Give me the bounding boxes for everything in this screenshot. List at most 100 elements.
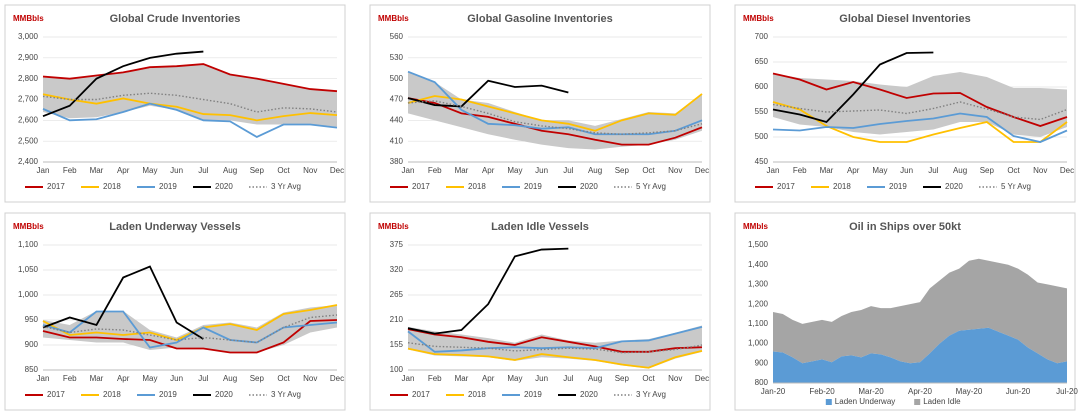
y-tick-label: 1,200: [748, 299, 769, 308]
series-line: [42, 310, 338, 349]
legend-label: 2019: [159, 390, 177, 399]
legend-label: 2018: [103, 390, 121, 399]
legend-label: 2017: [412, 182, 430, 191]
legend-label: 2019: [159, 182, 177, 191]
x-tick-label: Apr: [117, 374, 130, 383]
x-tick-label: Feb: [793, 166, 807, 175]
x-tick-label: May: [872, 166, 887, 175]
y-tick-label: 1,050: [18, 265, 39, 274]
x-tick-label: Apr: [847, 166, 860, 175]
x-tick-label: Mar-20: [858, 387, 884, 396]
unit-label: MMBbls: [378, 14, 409, 23]
y-tick-label: 1,000: [18, 290, 39, 299]
y-tick-label: 1,500: [748, 240, 769, 249]
x-tick-label: Apr: [482, 166, 495, 175]
legend-label: 2018: [468, 182, 486, 191]
x-tick-label: Oct: [277, 166, 290, 175]
x-tick-label: Aug: [953, 166, 967, 175]
series-line: [42, 102, 338, 139]
unit-label: MMBbls: [13, 222, 44, 231]
x-tick-label: Mar: [90, 166, 104, 175]
y-tick-label: 2,500: [18, 136, 39, 145]
unit-label: MMBbls: [378, 222, 409, 231]
x-tick-label: Aug: [588, 166, 602, 175]
x-tick-label: Dec: [330, 374, 344, 383]
x-tick-label: Dec: [1060, 166, 1074, 175]
series-line: [42, 314, 338, 344]
legend-label: 2019: [889, 182, 907, 191]
legend-swatch: [914, 399, 921, 405]
series-line: [42, 93, 338, 122]
x-tick-label: Jan: [402, 166, 415, 175]
series-line: [42, 92, 338, 113]
panel: [369, 212, 711, 411]
x-tick-label: May: [142, 374, 157, 383]
y-tick-label: 2,600: [18, 115, 39, 124]
legend-label: Laden Underway: [835, 397, 895, 406]
unit-label: MMBbls: [743, 14, 774, 23]
series-line: [407, 97, 703, 146]
x-tick-label: Jun: [535, 166, 548, 175]
x-tick-label: Nov: [1033, 166, 1047, 175]
chart-title: Laden Idle Vessels: [491, 221, 589, 233]
x-tick-label: Aug: [588, 374, 602, 383]
y-tick-label: 900: [25, 340, 39, 349]
y-tick-label: 470: [390, 95, 404, 104]
y-tick-label: 550: [755, 107, 769, 116]
x-tick-label: Jan: [37, 374, 50, 383]
x-tick-label: Jul: [563, 374, 573, 383]
legend-label: 2020: [945, 182, 963, 191]
x-tick-label: Apr: [117, 166, 130, 175]
chart-title: Global Diesel Inventories: [839, 13, 970, 25]
legend-label: 2019: [524, 390, 542, 399]
x-tick-label: Apr: [482, 374, 495, 383]
unit-label: MMbls: [743, 222, 768, 231]
legend-label: 2017: [47, 182, 65, 191]
x-tick-label: Jun: [535, 374, 548, 383]
chart-title: Laden Underway Vessels: [109, 221, 240, 233]
y-tick-label: 380: [390, 157, 404, 166]
legend-label: 2018: [833, 182, 851, 191]
series-line: [42, 319, 338, 354]
legend-label: 2019: [524, 182, 542, 191]
x-tick-label: Jun: [170, 374, 183, 383]
x-tick-label: Mar: [820, 166, 834, 175]
x-tick-label: Sep: [250, 166, 265, 175]
x-tick-label: Feb: [63, 374, 77, 383]
x-tick-label: Jan-20: [761, 387, 786, 396]
series-line: [407, 325, 703, 353]
series-line: [42, 50, 204, 118]
series-line: [42, 265, 204, 340]
x-tick-label: May: [507, 166, 522, 175]
y-tick-label: 450: [755, 157, 769, 166]
legend-label: 3 Yr Avg: [636, 390, 666, 399]
y-tick-label: 2,400: [18, 157, 39, 166]
y-tick-label: 650: [755, 57, 769, 66]
y-tick-label: 100: [390, 365, 404, 374]
y-tick-label: 1,400: [748, 260, 769, 269]
x-tick-label: Sep: [615, 374, 630, 383]
y-tick-label: 1,000: [748, 339, 769, 348]
legend-label: 2017: [412, 390, 430, 399]
legend-swatch: [825, 399, 832, 405]
series-line: [407, 79, 569, 108]
x-tick-label: Dec: [695, 166, 709, 175]
x-tick-label: Aug: [223, 166, 237, 175]
x-tick-label: Mar: [90, 374, 104, 383]
x-tick-label: Feb: [63, 166, 77, 175]
y-tick-label: 700: [755, 32, 769, 41]
x-tick-label: Jun: [900, 166, 913, 175]
y-tick-label: 850: [25, 365, 39, 374]
x-tick-label: Jan: [37, 166, 50, 175]
x-tick-label: Jan: [767, 166, 780, 175]
y-tick-label: 320: [390, 265, 404, 274]
unit-label: MMBbls: [13, 14, 44, 23]
x-tick-label: Jun: [170, 166, 183, 175]
chart-title: Oil in Ships over 50kt: [849, 221, 961, 233]
y-tick-label: 440: [390, 115, 404, 124]
x-tick-label: Jul: [198, 166, 208, 175]
x-tick-label: Jan: [402, 374, 415, 383]
x-tick-label: Dec: [330, 166, 344, 175]
y-tick-label: 500: [755, 132, 769, 141]
